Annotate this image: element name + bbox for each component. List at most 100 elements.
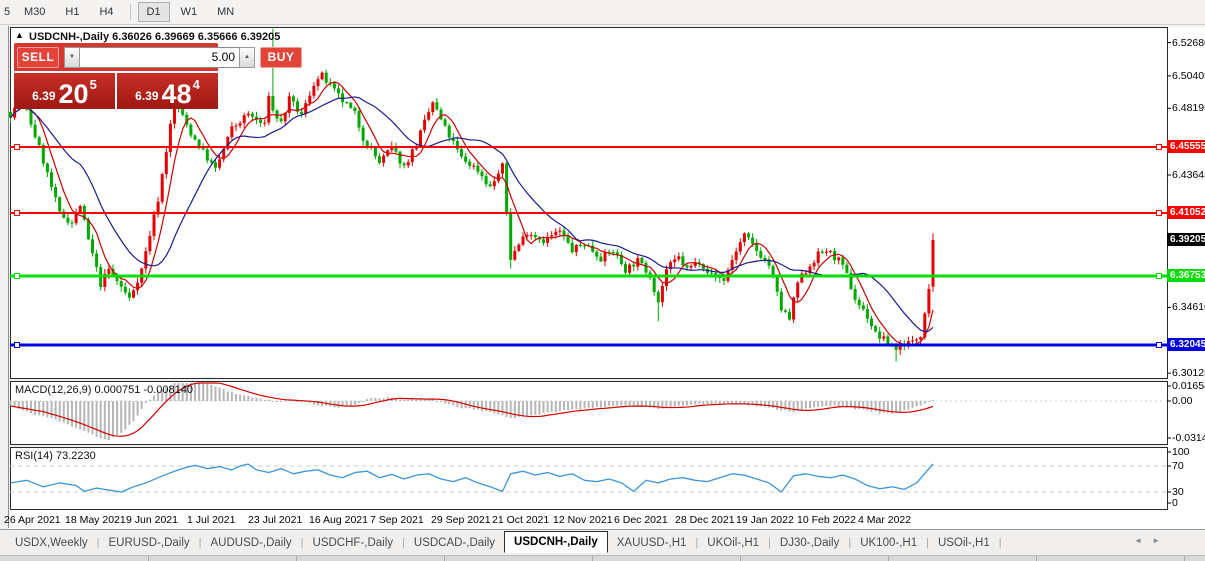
sell-button[interactable]: SELL	[17, 46, 59, 68]
tab-separator: |	[998, 536, 1002, 549]
current-price-label: 6.39205	[1167, 233, 1205, 247]
dock-column-divider	[1184, 556, 1185, 561]
chart-title: USDCNH-,Daily 6.36026 6.39669 6.35666 6.…	[29, 31, 280, 43]
rsi-panel[interactable]	[10, 447, 1168, 510]
chart-tab-uk100[interactable]: UK100-,H1	[860, 536, 918, 549]
rsi-indicator-label: RSI(14) 73.2230	[15, 450, 96, 462]
price-axis-tick: 6.43645	[1172, 168, 1205, 181]
volume-increase-button[interactable]: ▲	[239, 46, 255, 68]
tab-separator: |	[402, 536, 405, 549]
dock-column-divider	[148, 556, 149, 561]
macd-axis-tick: -0.03142	[1172, 432, 1205, 444]
date-axis-strip	[9, 509, 1205, 529]
timeframe-button-mn[interactable]: MN	[208, 2, 243, 22]
rsi-axis-tick: 0	[1172, 497, 1178, 509]
timeframe-button-h1[interactable]: H1	[56, 2, 88, 22]
tab-scroll-left-icon[interactable]: ◄	[1134, 536, 1153, 545]
timeframe-button-w1[interactable]: W1	[172, 2, 207, 22]
chart-tab-audusd[interactable]: AUDUSD-,Daily	[210, 536, 292, 549]
date-axis-label: 19 Jan 2022	[736, 514, 794, 526]
chart-tab-usdchf[interactable]: USDCHF-,Daily	[312, 536, 394, 549]
volume-input[interactable]	[80, 46, 239, 68]
sell-price-big-digits: 20	[58, 79, 89, 110]
timeframe-toolbar: 5 M30 H1 H4 D1 W1 MN	[0, 0, 1205, 25]
date-axis-label: 7 Sep 2021	[370, 514, 424, 526]
symbol-arrow-icon: ▲	[15, 30, 24, 40]
tab-separator: |	[926, 536, 929, 549]
macd-axis-tick: 0.00	[1172, 395, 1193, 407]
tab-separator: |	[848, 536, 852, 549]
price-axis-tick: 6.34610	[1172, 301, 1205, 314]
rsi-axis-tick: 100	[1172, 446, 1190, 458]
date-axis-label: 6 Dec 2021	[614, 514, 668, 526]
date-axis-label: 4 Mar 2022	[858, 514, 912, 526]
buy-price-pipette: 4	[192, 77, 200, 92]
tab-separator: |	[96, 536, 100, 549]
date-axis-label: 18 May 2021	[65, 514, 126, 526]
timeframe-button-d1[interactable]: D1	[137, 2, 170, 22]
tab-scroll-arrows[interactable]: ◄►	[1134, 536, 1170, 545]
bottom-dock-strip	[0, 555, 1205, 561]
dock-column-divider	[296, 556, 297, 561]
chart-tab-usoil[interactable]: USOil-,H1	[937, 536, 990, 549]
dock-column-divider	[444, 556, 445, 561]
chart-symbol-label: USDCNH-,Daily	[29, 31, 110, 43]
price-axis-tick: 6.52680	[1172, 36, 1205, 49]
window-left-frame	[8, 26, 9, 528]
tab-separator: |	[768, 536, 771, 549]
buy-price-display[interactable]: 6.39 48 4	[117, 73, 218, 109]
price-axis-tick: 6.50405	[1172, 69, 1205, 82]
dock-column-divider	[592, 556, 593, 561]
timeframe-button-h4[interactable]: H4	[90, 2, 122, 22]
price-axis-tick: 6.48195	[1172, 102, 1205, 115]
level-price-label-3: 6.32045	[1167, 338, 1205, 351]
sell-price-prefix: 6.39	[32, 89, 56, 103]
chart-tab-usdcnh[interactable]: USDCNH-,Daily	[504, 530, 608, 553]
chart-tab-usdx[interactable]: USDX,Weekly	[15, 536, 88, 549]
volume-decrease-button[interactable]: ▼	[64, 46, 80, 68]
macd-indicator-label: MACD(12,26,9) 0.000751 -0.008140	[15, 384, 193, 396]
date-axis-label: 10 Feb 2022	[797, 514, 856, 526]
tab-scroll-right-icon[interactable]: ►	[1152, 536, 1170, 545]
rsi-axis-tick: 70	[1172, 460, 1184, 472]
chart-tab-dj30[interactable]: DJ30-,Daily	[779, 536, 840, 549]
volume-stepper: ▼ ▲	[64, 46, 255, 68]
chart-tab-bar: USDX,Weekly | EURUSD-,Daily | AUDUSD-,Daily |…	[0, 529, 1205, 555]
dock-column-divider	[1036, 556, 1037, 561]
buy-button[interactable]: BUY	[260, 46, 302, 68]
one-click-trading-panel: SELL ▼ ▲ BUY 6.39 20 5 6.39 48 4	[14, 43, 302, 109]
date-axis-label: 16 Aug 2021	[309, 514, 368, 526]
level-price-label-2: 6.36753	[1167, 269, 1205, 282]
timeframe-button-5[interactable]: 5	[1, 2, 13, 22]
date-axis-label: 29 Sep 2021	[431, 514, 491, 526]
arrow-down-icon: ▼	[69, 54, 75, 60]
date-axis-label: 12 Nov 2021	[553, 514, 613, 526]
date-axis-label: 9 Jun 2021	[126, 514, 178, 526]
timeframe-button-m30[interactable]: M30	[15, 2, 54, 22]
buy-price-prefix: 6.39	[135, 89, 159, 103]
rsi-axis-tick: 30	[1172, 486, 1184, 498]
sell-price-pipette: 5	[89, 77, 97, 92]
chart-tab-usdcad[interactable]: USDCAD-,Daily	[413, 536, 496, 549]
date-axis-label: 28 Dec 2021	[675, 514, 735, 526]
tab-separator: |	[198, 536, 202, 549]
date-axis-label: 23 Jul 2021	[248, 514, 303, 526]
toolbar-separator	[129, 4, 131, 20]
tab-separator: |	[695, 536, 699, 549]
chart-tab-ukoil[interactable]: UKOil-,H1	[707, 536, 760, 549]
level-price-label-1: 6.41052	[1167, 205, 1205, 219]
date-axis-label: 21 Oct 2021	[492, 514, 550, 526]
chart-tab-eurusd[interactable]: EURUSD-,Daily	[108, 536, 190, 549]
tab-separator: |	[300, 536, 304, 549]
dock-column-divider	[888, 556, 889, 561]
dock-column-divider	[740, 556, 741, 561]
price-axis-tick: 6.30125	[1172, 367, 1205, 380]
chart-tab-xauusd[interactable]: XAUUSD-,H1	[616, 536, 687, 549]
chart-ohlc-quotes: 6.36026 6.39669 6.35666 6.39205	[112, 31, 281, 43]
arrow-up-icon: ▲	[244, 54, 250, 60]
level-price-label-0: 6.45555	[1167, 140, 1205, 153]
sell-price-display[interactable]: 6.39 20 5	[14, 73, 115, 109]
date-axis-label: 1 Jul 2021	[187, 514, 236, 526]
